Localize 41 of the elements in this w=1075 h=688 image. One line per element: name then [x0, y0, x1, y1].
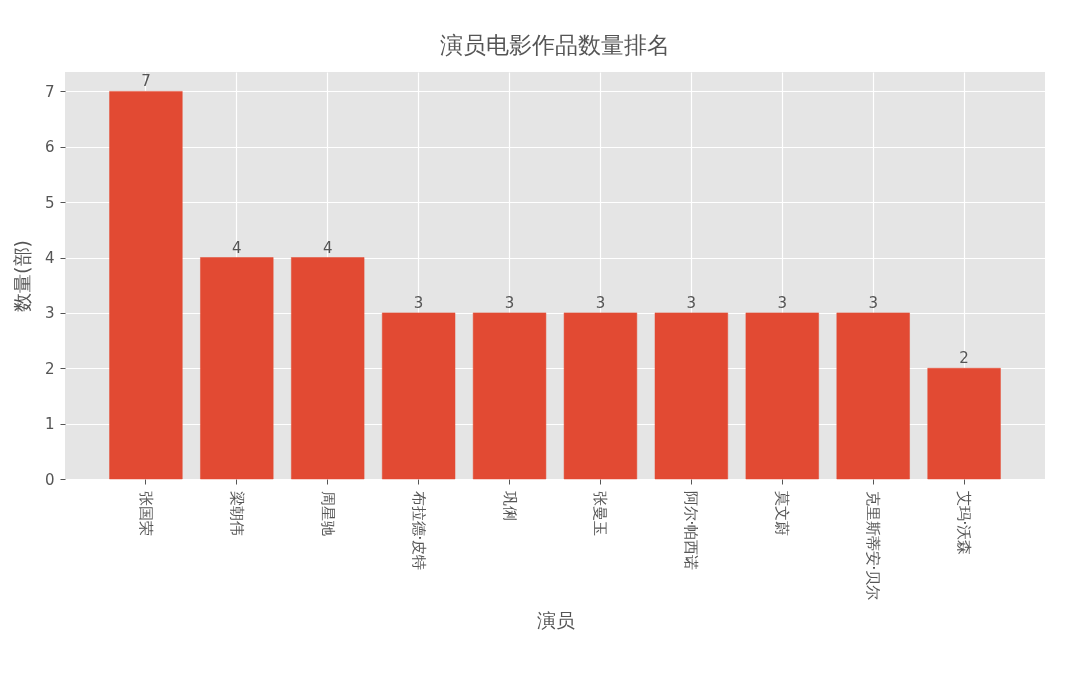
y-axis-title: 数量(部) — [10, 240, 33, 312]
bar — [472, 312, 547, 480]
y-tick-label: 4 — [44, 249, 55, 267]
y-tick-label: 7 — [44, 82, 55, 101]
bar — [200, 257, 274, 480]
data-label: 3 — [868, 293, 878, 312]
y-tick-label: 5 — [44, 193, 55, 212]
data-label: 4 — [322, 238, 333, 257]
data-label: 4 — [232, 238, 242, 257]
data-label: 3 — [686, 293, 697, 312]
y-tick-label: 1 — [44, 415, 55, 434]
x-tick-label: 克里斯蒂安·贝尔 — [864, 490, 883, 601]
x-tick-label: 艾玛·沃森 — [955, 490, 974, 556]
x-tick-label: 阿尔·帕西诺 — [682, 490, 701, 571]
data-label: 3 — [413, 293, 424, 312]
y-tick-label: 6 — [44, 138, 55, 157]
bar — [382, 312, 456, 480]
x-tick-label: 布拉德·皮特 — [409, 490, 428, 571]
data-label: 3 — [504, 293, 515, 312]
x-tick-label: 巩俐 — [500, 490, 519, 521]
x-tick-label: 张曼玉 — [591, 490, 610, 536]
x-tick-label: 梁朝伟 — [227, 490, 246, 536]
bar — [109, 91, 183, 480]
bar — [745, 312, 819, 480]
bar — [563, 312, 638, 480]
x-axis-title: 演员 — [536, 609, 575, 632]
data-label: 7 — [141, 72, 151, 91]
data-label: 3 — [595, 293, 606, 312]
data-label: 2 — [959, 349, 969, 368]
data-label: 3 — [777, 293, 788, 312]
bar — [291, 257, 365, 480]
chart-title: 演员电影作品数量排名 — [440, 32, 670, 58]
x-tick-label: 莫文蔚 — [773, 490, 792, 536]
bar — [927, 368, 1001, 480]
x-tick-label: 张国荣 — [136, 490, 155, 536]
bar — [654, 312, 728, 480]
y-tick-label: 3 — [44, 304, 55, 323]
bar — [836, 312, 910, 480]
y-tick-label: 0 — [44, 470, 55, 489]
y-tick-label: 2 — [44, 359, 55, 378]
x-tick-label: 周星驰 — [318, 490, 337, 536]
